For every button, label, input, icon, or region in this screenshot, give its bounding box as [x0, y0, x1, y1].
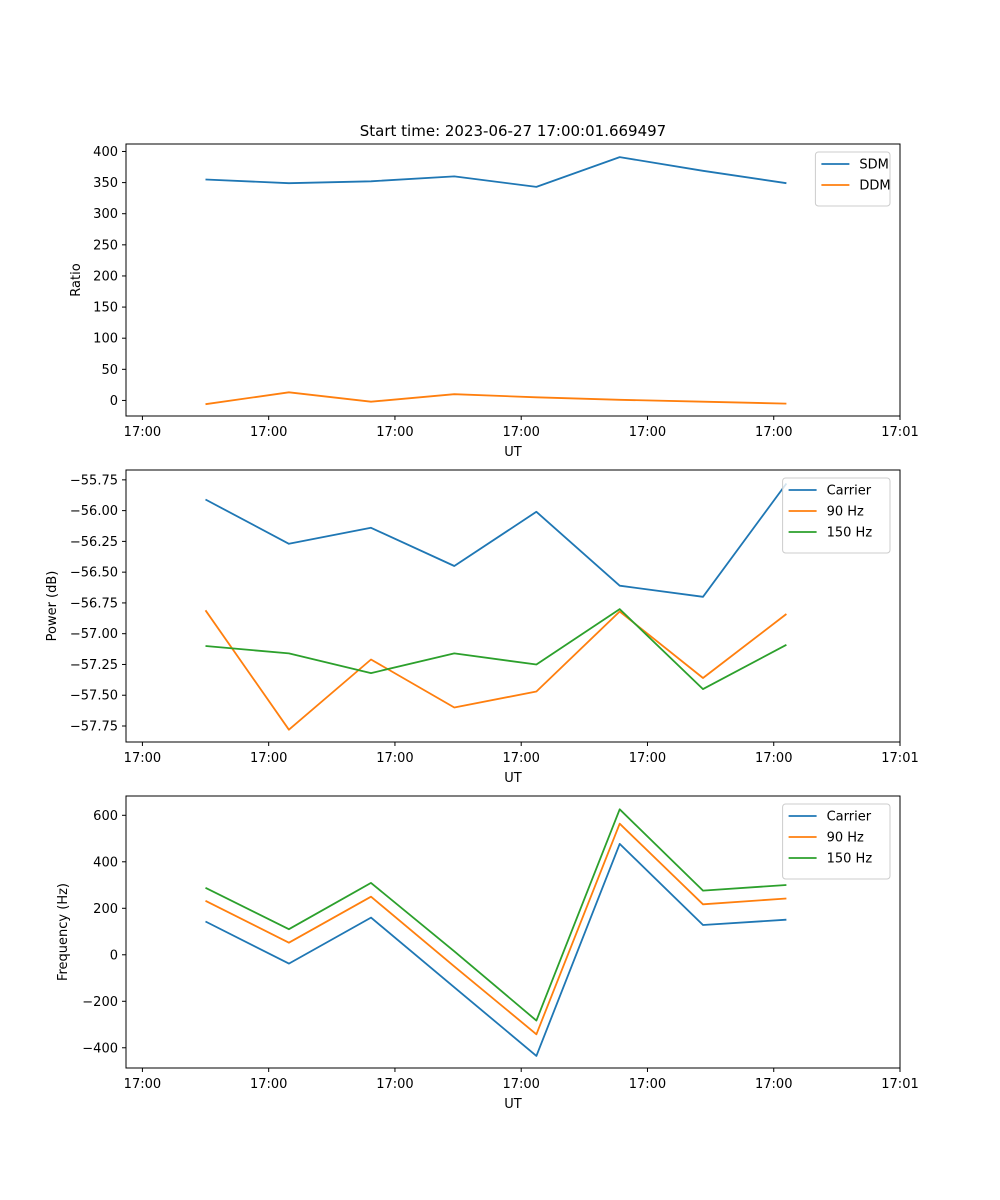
legend-label: Carrier — [827, 810, 872, 825]
y-tick-label: 300 — [93, 207, 118, 222]
legend: Carrier 90 Hz 150 Hz — [782, 477, 891, 554]
x-tick-label: 17:00 — [250, 1077, 287, 1092]
x-tick-label: 17:01 — [881, 751, 918, 766]
series-line-150-hz — [205, 808, 787, 1022]
chart-panel-3: 17:00 17:00 17:00 17:00 17:00 17:00 17:01 −400 −… — [56, 795, 919, 1112]
plot-frame — [125, 469, 901, 743]
legend-box — [782, 803, 891, 880]
x-tick-label: 17:01 — [881, 425, 918, 440]
series-line-90-hz — [204, 609, 787, 731]
x-tick-label: 17:00 — [250, 751, 287, 766]
x-tick-label: 17:01 — [881, 1077, 918, 1092]
series-line-carrier — [205, 482, 788, 598]
y-tick-label: −56.25 — [70, 535, 118, 550]
y-tick-label: −57.25 — [70, 658, 118, 673]
x-tick-label: 17:00 — [755, 751, 792, 766]
x-tick-label: 17:00 — [376, 425, 413, 440]
series-line-150-hz — [205, 608, 787, 690]
legend-label: SDM — [859, 158, 888, 173]
x-tick-label: 17:00 — [124, 425, 161, 440]
y-tick-label: −56.00 — [70, 504, 118, 519]
legend: Carrier 90 Hz 150 Hz — [782, 803, 891, 880]
y-tick-label: −57.50 — [70, 689, 118, 704]
x-tick-label: 17:00 — [250, 425, 287, 440]
y-axis-label: Frequency (Hz) — [56, 883, 71, 981]
y-tick-label: 100 — [93, 332, 118, 347]
series-line-sdm — [205, 156, 787, 188]
legend-box — [782, 477, 891, 554]
x-axis-label: UT — [504, 1097, 522, 1112]
y-tick-label: 50 — [101, 363, 118, 378]
y-tick-label: 200 — [93, 269, 118, 284]
legend: SDM DDM — [814, 151, 891, 207]
x-tick-label: 17:00 — [124, 751, 161, 766]
y-tick-label: −56.75 — [70, 596, 118, 611]
x-tick-label: 17:00 — [629, 425, 666, 440]
y-tick-label: −57.00 — [70, 627, 118, 642]
legend-label: Carrier — [827, 484, 872, 499]
x-tick-label: 17:00 — [755, 1077, 792, 1092]
x-axis-label: UT — [504, 445, 522, 460]
x-tick-label: 17:00 — [124, 1077, 161, 1092]
plot-frame — [125, 143, 901, 417]
x-tick-label: 17:00 — [629, 751, 666, 766]
legend-label: DDM — [859, 179, 890, 194]
figure-title: Start time: 2023-06-27 17:00:01.669497 — [360, 122, 666, 140]
y-tick-label: −55.75 — [70, 473, 118, 488]
y-tick-label: −57.75 — [70, 720, 118, 735]
y-tick-label: −56.50 — [70, 566, 118, 581]
y-axis-label: Ratio — [69, 263, 84, 296]
x-tick-label: 17:00 — [755, 425, 792, 440]
legend-label: 90 Hz — [827, 831, 864, 846]
x-tick-label: 17:00 — [502, 751, 539, 766]
y-tick-label: 0 — [110, 394, 118, 409]
y-tick-label: 0 — [110, 948, 118, 963]
x-tick-label: 17:00 — [502, 1077, 539, 1092]
chart-panel-1: 17:00 17:00 17:00 17:00 17:00 17:00 17:01 0 50 10… — [69, 143, 919, 460]
chart-panel-2: 17:00 17:00 17:00 17:00 17:00 17:00 17:01 −57.7… — [45, 469, 919, 786]
series-line-90-hz — [205, 822, 787, 1036]
x-tick-label: 17:00 — [629, 1077, 666, 1092]
y-tick-label: 150 — [93, 301, 118, 316]
legend-label: 90 Hz — [827, 505, 864, 520]
x-tick-label: 17:00 — [376, 751, 413, 766]
legend-label: 150 Hz — [827, 526, 873, 541]
plot-frame — [125, 795, 901, 1069]
y-tick-label: 400 — [93, 145, 118, 160]
x-tick-label: 17:00 — [376, 1077, 413, 1092]
series-line-ddm — [205, 391, 787, 406]
legend-box — [814, 151, 891, 207]
legend-label: 150 Hz — [827, 852, 873, 867]
y-tick-label: 200 — [93, 902, 118, 917]
y-axis-label: Power (dB) — [45, 571, 60, 642]
y-tick-label: −200 — [82, 995, 118, 1010]
y-tick-label: 600 — [93, 809, 118, 824]
series-line-carrier — [205, 843, 787, 1057]
y-tick-label: 400 — [93, 855, 118, 870]
y-tick-label: −400 — [82, 1041, 118, 1056]
x-axis-label: UT — [504, 771, 522, 786]
x-tick-label: 17:00 — [502, 425, 539, 440]
y-tick-label: 250 — [93, 238, 118, 253]
y-tick-label: 350 — [93, 176, 118, 191]
